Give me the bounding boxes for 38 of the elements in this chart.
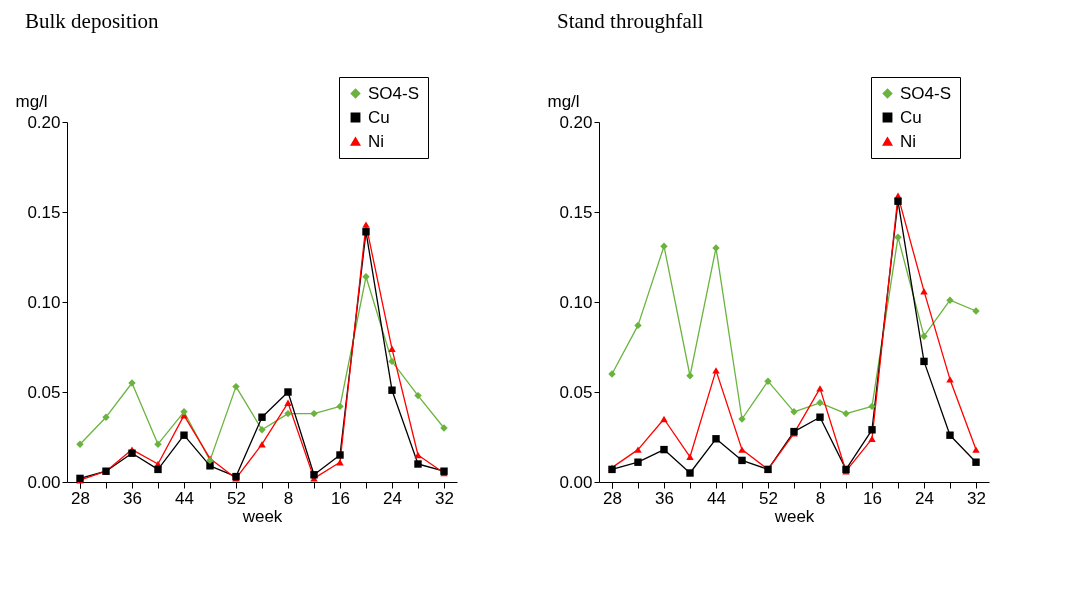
y-tick-label: 0.15 — [27, 202, 61, 222]
y-tick-label: 0.05 — [559, 382, 593, 402]
x-axis-title: week — [773, 506, 815, 526]
x-tick-label: 44 — [175, 488, 194, 508]
legend-label: SO4-S — [900, 83, 952, 103]
x-tick-label: 16 — [863, 488, 882, 508]
x-tick-label: 24 — [383, 488, 402, 508]
x-tick-label: 52 — [759, 488, 778, 508]
x-axis-title: week — [241, 506, 283, 526]
legend-label: Cu — [900, 107, 922, 127]
x-tick-label: 8 — [815, 488, 826, 508]
y-axis-title: mg/l — [547, 91, 580, 111]
legend-label: SO4-S — [368, 83, 420, 103]
chart-title: Bulk deposition — [25, 8, 160, 33]
y-tick-label: 0.10 — [27, 292, 61, 312]
x-tick-label: 28 — [71, 488, 90, 508]
x-tick-label: 24 — [915, 488, 934, 508]
x-tick-label: 36 — [123, 488, 142, 508]
chart-title: Stand throughfall — [557, 8, 704, 33]
y-tick-label: 0.00 — [27, 472, 61, 492]
x-tick-label: 36 — [655, 488, 674, 508]
x-tick-label: 8 — [283, 488, 294, 508]
x-tick-label: 32 — [967, 488, 986, 508]
y-tick-label: 0.05 — [27, 382, 61, 402]
y-tick-label: 0.20 — [27, 112, 61, 132]
x-tick-label: 32 — [435, 488, 454, 508]
x-tick-label: 28 — [603, 488, 622, 508]
legend-label: Ni — [900, 131, 917, 151]
y-tick-label: 0.10 — [559, 292, 593, 312]
x-tick-label: 16 — [331, 488, 350, 508]
legend-label: Ni — [368, 131, 385, 151]
y-tick-label: 0.00 — [559, 472, 593, 492]
legend-label: Cu — [368, 107, 390, 127]
y-tick-label: 0.20 — [559, 112, 593, 132]
x-tick-label: 52 — [227, 488, 246, 508]
y-axis-title: mg/l — [15, 91, 48, 111]
y-tick-label: 0.15 — [559, 202, 593, 222]
x-tick-label: 44 — [707, 488, 726, 508]
